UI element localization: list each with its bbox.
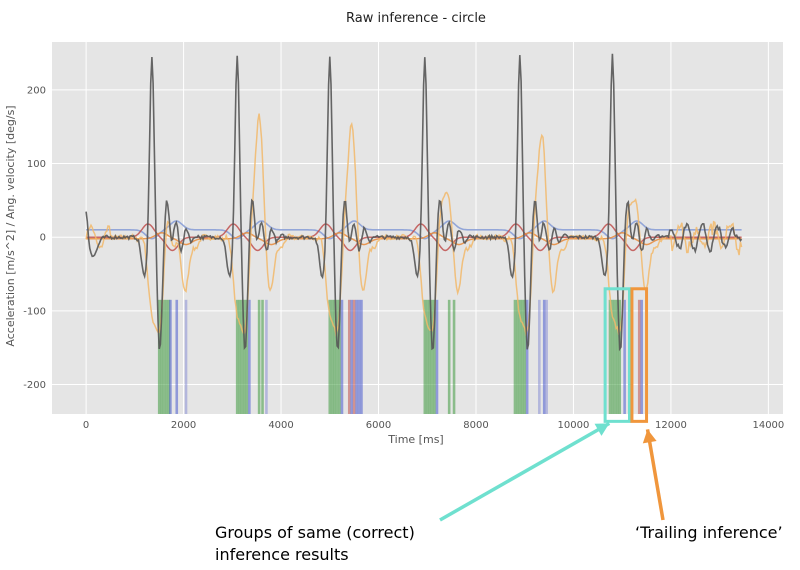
trailing-arrow	[645, 429, 665, 521]
inference-band	[165, 299, 168, 414]
inference-band	[623, 299, 626, 414]
inference-band	[435, 299, 439, 414]
inference-band	[160, 299, 163, 414]
x-tick-label: 4000	[268, 420, 293, 431]
groups-highlight-box	[603, 287, 631, 423]
inference-band	[423, 299, 427, 414]
annotations	[439, 287, 665, 522]
inference-band	[452, 299, 456, 414]
inference-band	[608, 299, 612, 414]
inference-band	[520, 299, 524, 414]
trailing-highlight-box	[630, 287, 649, 423]
inference-band	[430, 299, 434, 414]
inference-band	[238, 299, 241, 414]
x-tick-label: 14000	[752, 420, 784, 431]
x-tick-label: 10000	[558, 420, 590, 431]
inference-band	[261, 299, 264, 414]
inference-band	[538, 299, 541, 414]
x-tick-label: 0	[83, 420, 89, 431]
x-axis-ticks: 0 2000 4000 6000 8000 10000 12000 14000	[83, 420, 784, 431]
inference-band	[157, 299, 161, 414]
groups-annotation-line2: inference results	[215, 545, 349, 564]
y-tick-label: 100	[27, 159, 46, 170]
inference-band	[425, 299, 429, 414]
inference-band	[637, 299, 641, 414]
groups-arrow-head	[594, 423, 610, 436]
inference-band	[248, 299, 251, 414]
inference-band	[162, 299, 166, 414]
inference-band	[360, 299, 363, 414]
inference-band	[243, 299, 246, 414]
inference-band	[428, 299, 431, 414]
inference-band	[350, 299, 354, 414]
y-tick-label: -100	[23, 306, 46, 317]
y-tick-label: 200	[27, 85, 46, 96]
x-tick-label: 8000	[463, 420, 488, 431]
inference-band	[245, 299, 249, 414]
y-axis-ticks: -200 -100 0 100 200	[23, 85, 46, 391]
inference-band	[175, 299, 179, 414]
inference-band	[338, 299, 341, 414]
groups-annotation-line1: Groups of same (correct)	[215, 523, 415, 542]
inference-band	[545, 299, 548, 414]
inference-band	[640, 299, 643, 414]
inference-band	[235, 299, 239, 414]
inference-band	[333, 299, 336, 414]
x-axis-label: Time [ms]	[387, 433, 443, 446]
trailing-annotation: ‘Trailing inference’	[635, 523, 783, 542]
inference-band	[611, 299, 614, 414]
inference-band	[357, 299, 361, 414]
x-tick-label: 12000	[655, 420, 687, 431]
inference-band	[340, 299, 344, 414]
inference-band	[169, 299, 172, 414]
inference-band	[352, 299, 356, 414]
inference-band	[513, 299, 517, 414]
y-tick-label: 0	[40, 233, 46, 244]
inference-band	[184, 299, 188, 414]
inference-band	[523, 299, 527, 414]
inference-band	[265, 299, 268, 414]
inference-band	[240, 299, 244, 414]
inference-band	[542, 299, 546, 414]
inference-band	[518, 299, 522, 414]
inference-band	[355, 299, 358, 414]
series-lines	[85, 53, 743, 352]
inference-band	[516, 299, 519, 414]
inference-band	[347, 299, 351, 414]
chart-title: Raw inference - circle	[346, 11, 486, 26]
inference-band	[328, 299, 332, 414]
inference-band	[447, 299, 451, 414]
inference-bands	[157, 299, 643, 414]
inference-band	[330, 299, 334, 414]
inference-band	[167, 299, 171, 414]
series-line-yellow	[85, 113, 743, 337]
inference-band	[525, 299, 529, 414]
inference-band	[335, 299, 339, 414]
trailing-arrow-head	[642, 429, 657, 444]
inference-band	[433, 299, 436, 414]
series-line-gray	[85, 53, 743, 352]
y-tick-label: -200	[23, 380, 46, 391]
inference-band	[257, 299, 261, 414]
y-axis-label: Acceleration [m/s^2] / Ang. velocity [de…	[4, 105, 17, 346]
inference-band	[616, 299, 619, 414]
inference-band	[613, 299, 617, 414]
x-tick-label: 2000	[171, 420, 196, 431]
inference-band	[618, 299, 622, 414]
x-tick-label: 6000	[366, 420, 391, 431]
groups-arrow	[439, 421, 611, 522]
